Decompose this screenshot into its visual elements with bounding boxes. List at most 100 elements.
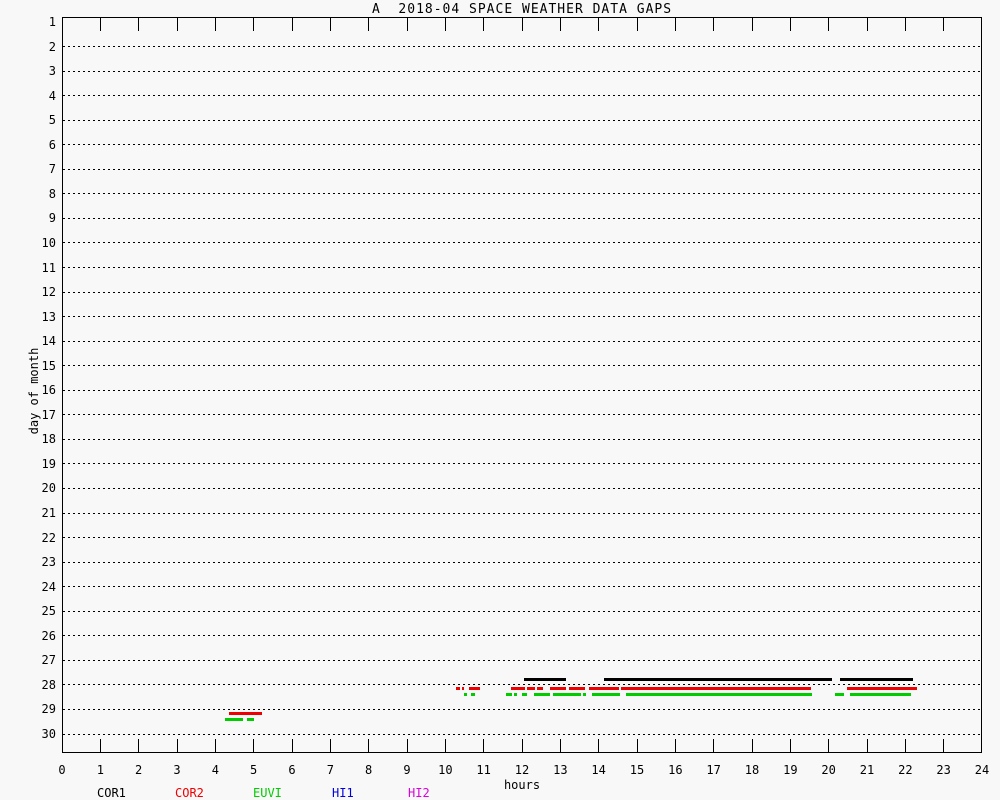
x-tick-bottom	[713, 739, 715, 752]
day-gridline	[63, 119, 981, 121]
y-tick-label: 25	[41, 604, 56, 619]
x-tick-top	[176, 18, 178, 31]
x-tick-label: 6	[288, 763, 296, 777]
x-tick-label: 13	[553, 763, 568, 777]
x-tick-top	[559, 18, 561, 31]
legend-item-hi2: HI2	[408, 786, 430, 800]
x-tick-bottom	[559, 739, 561, 752]
y-tick-label: 3	[48, 64, 56, 79]
x-tick-bottom	[904, 739, 906, 752]
gap-bar-cor2	[568, 687, 585, 691]
day-gridline	[63, 242, 981, 244]
y-tick-label: 26	[41, 628, 56, 643]
x-tick-bottom	[368, 739, 370, 752]
gap-bar-euvi	[552, 693, 582, 697]
day-gridline	[63, 168, 981, 170]
x-tick-top	[138, 18, 140, 31]
y-tick-label: 16	[41, 383, 56, 398]
x-tick-label: 12	[514, 763, 530, 777]
legend-item-cor2: COR2	[175, 786, 204, 800]
y-tick-label: 27	[41, 653, 56, 668]
day-gridline	[63, 217, 981, 219]
day-gridline	[63, 463, 981, 465]
x-tick-label: 16	[668, 763, 683, 777]
x-tick-bottom	[789, 739, 791, 752]
gap-bar-euvi	[849, 693, 912, 697]
day-gridline	[63, 267, 981, 269]
x-tick-bottom	[483, 739, 485, 752]
y-tick-label: 20	[41, 481, 56, 496]
x-tick-bottom	[674, 739, 676, 752]
legend-item-hi1: HI1	[332, 786, 354, 800]
x-tick-label: 8	[365, 763, 373, 777]
gap-bar-euvi	[224, 717, 243, 721]
day-gridline	[63, 733, 981, 735]
gap-bar-cor1	[523, 678, 567, 682]
gap-bar-cor2	[589, 687, 619, 691]
x-tick-bottom	[598, 739, 600, 752]
x-tick-bottom	[406, 739, 408, 752]
x-tick-bottom	[943, 739, 945, 752]
x-tick-bottom	[253, 739, 255, 752]
gap-bar-euvi	[835, 693, 844, 697]
day-gridline	[63, 635, 981, 637]
y-tick-label: 14	[41, 334, 56, 349]
day-gridline	[63, 70, 981, 72]
x-tick-bottom	[751, 739, 753, 752]
y-axis-title: day of month	[27, 347, 41, 435]
day-gridline	[63, 438, 981, 440]
x-tick-top	[368, 18, 370, 31]
y-tick-label: 23	[41, 555, 56, 570]
y-tick-label: 28	[41, 677, 56, 692]
x-tick-bottom	[521, 739, 523, 752]
gap-bar-euvi	[625, 693, 812, 697]
day-gridline	[63, 46, 981, 48]
x-tick-top	[329, 18, 331, 31]
gap-bar-euvi	[463, 693, 467, 697]
x-tick-label: 21	[859, 763, 875, 777]
chart-title: A 2018-04 SPACE WEATHER DATA GAPS	[371, 2, 673, 17]
gap-bar-cor2	[537, 687, 544, 691]
day-gridline	[63, 340, 981, 342]
y-tick-label: 15	[41, 358, 56, 373]
gap-bar-cor2	[549, 687, 567, 691]
x-tick-label: 18	[744, 763, 760, 777]
x-tick-top	[99, 18, 101, 31]
day-gridline	[63, 365, 981, 367]
x-tick-label: 22	[898, 763, 913, 777]
x-tick-label: 17	[706, 763, 721, 777]
gap-bar-euvi	[246, 717, 254, 721]
x-tick-label: 5	[250, 763, 258, 777]
legend-item-euvi: EUVI	[253, 786, 282, 800]
gap-bar-cor1	[604, 678, 833, 682]
x-tick-bottom	[444, 739, 446, 752]
y-tick-label: 11	[41, 260, 56, 275]
day-gridline	[63, 414, 981, 416]
day-gridline	[63, 316, 981, 318]
day-gridline	[63, 487, 981, 489]
x-tick-top	[904, 18, 906, 31]
day-gridline	[63, 291, 981, 293]
gap-bar-cor1	[840, 678, 913, 682]
y-tick-label: 2	[48, 39, 56, 54]
gap-bar-cor2	[462, 687, 465, 691]
x-tick-label: 1	[96, 763, 104, 777]
x-tick-top	[214, 18, 216, 31]
y-tick-label: 30	[41, 727, 56, 741]
day-gridline	[63, 586, 981, 588]
gap-bar-euvi	[533, 693, 550, 697]
x-tick-top	[444, 18, 446, 31]
x-axis-title: hours	[503, 778, 541, 792]
x-tick-top	[406, 18, 408, 31]
gap-bar-euvi	[591, 693, 620, 697]
x-tick-top	[636, 18, 638, 31]
y-tick-label: 1	[48, 15, 56, 29]
x-tick-label: 2	[135, 763, 143, 777]
day-gridline	[63, 512, 981, 514]
day-gridline	[63, 610, 981, 612]
y-tick-label: 8	[48, 186, 56, 201]
x-tick-top	[789, 18, 791, 31]
gap-bar-euvi	[522, 693, 528, 697]
y-tick-label: 19	[41, 456, 56, 471]
